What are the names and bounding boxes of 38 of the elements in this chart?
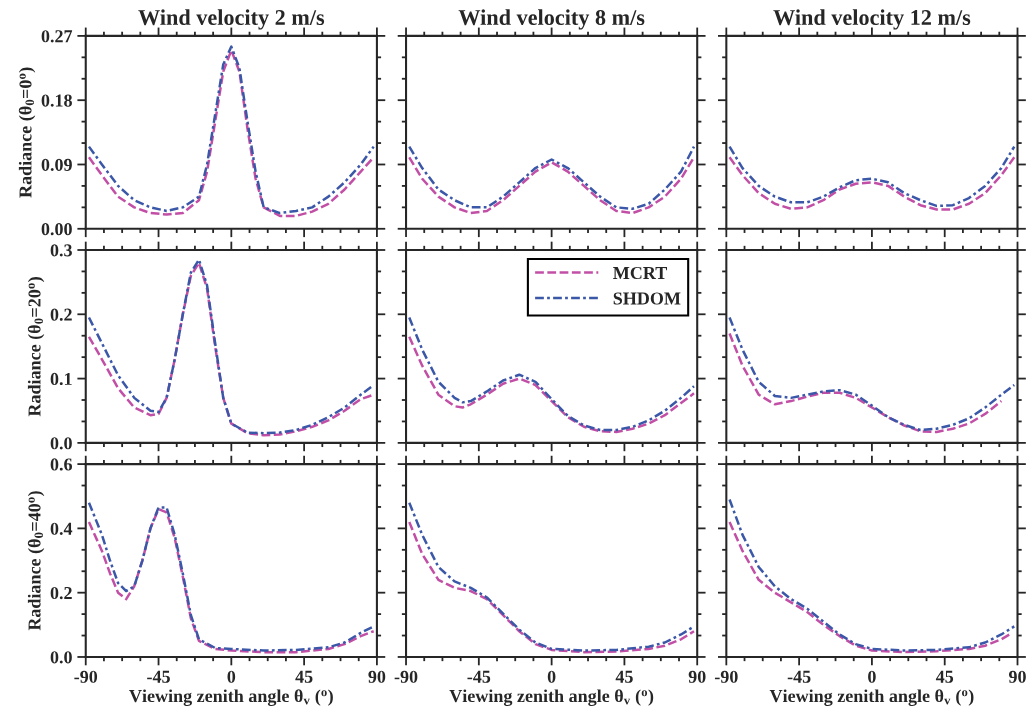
x-tick-label: -90 xyxy=(394,670,418,683)
chart-title: Wind velocity 8 m/s xyxy=(458,9,645,30)
y-axis-title: Radiance (θ$_{0}$=40$^{o}$) xyxy=(27,491,45,631)
y-axis-title: Radiance (θ$_{0}$=20$^{o}$) xyxy=(27,277,45,417)
x-tick-label: 90 xyxy=(1008,670,1026,683)
y-tick-label: 0.00 xyxy=(41,223,72,236)
x-tick-label: 90 xyxy=(688,670,706,683)
x-tick-label: 90 xyxy=(368,670,386,683)
x-tick-label: -90 xyxy=(714,670,738,683)
x-tick-label: 45 xyxy=(935,670,954,683)
x-axis-title: Viewing zenith angle θ$_{v}$ ($^{o}$) xyxy=(449,689,654,706)
y-tick-label: 0.27 xyxy=(41,30,73,43)
chart-title: Wind velocity 2 m/s xyxy=(138,9,325,30)
legend-label: SHDOM xyxy=(613,292,681,305)
chart-title: Wind velocity 12 m/s xyxy=(773,9,971,30)
y-tick-label: 0.4 xyxy=(50,522,73,535)
x-tick-label: -45 xyxy=(147,670,170,683)
x-tick-label: 0 xyxy=(227,670,236,683)
y-tick-label: 0.3 xyxy=(50,244,72,257)
x-tick-label: 45 xyxy=(615,670,633,683)
y-tick-label: 0.1 xyxy=(50,372,72,386)
y-tick-label: 0.18 xyxy=(41,94,72,107)
x-tick-label: -45 xyxy=(467,670,491,683)
x-tick-label: 45 xyxy=(295,670,313,683)
y-tick-label: 0.6 xyxy=(50,458,73,471)
x-tick-label: 0 xyxy=(868,670,876,683)
legend-label: MCRT xyxy=(613,266,668,280)
x-axis-title: Viewing zenith angle θ$_{v}$ ($^{o}$) xyxy=(129,689,333,706)
x-tick-label: -45 xyxy=(787,670,811,683)
y-tick-label: 0.0 xyxy=(50,437,72,450)
x-tick-label: 0 xyxy=(547,670,556,683)
x-tick-label: -90 xyxy=(74,670,98,683)
x-axis-title: Viewing zenith angle θ$_{v}$ ($^{o}$) xyxy=(769,689,974,706)
y-tick-label: 0.2 xyxy=(50,308,72,321)
y-tick-label: 0.0 xyxy=(50,651,72,664)
y-tick-label: 0.09 xyxy=(41,158,72,172)
y-axis-title: Radiance (θ$_{0}$=0$^{o}$) xyxy=(18,67,36,198)
y-tick-label: 0.2 xyxy=(50,586,72,600)
